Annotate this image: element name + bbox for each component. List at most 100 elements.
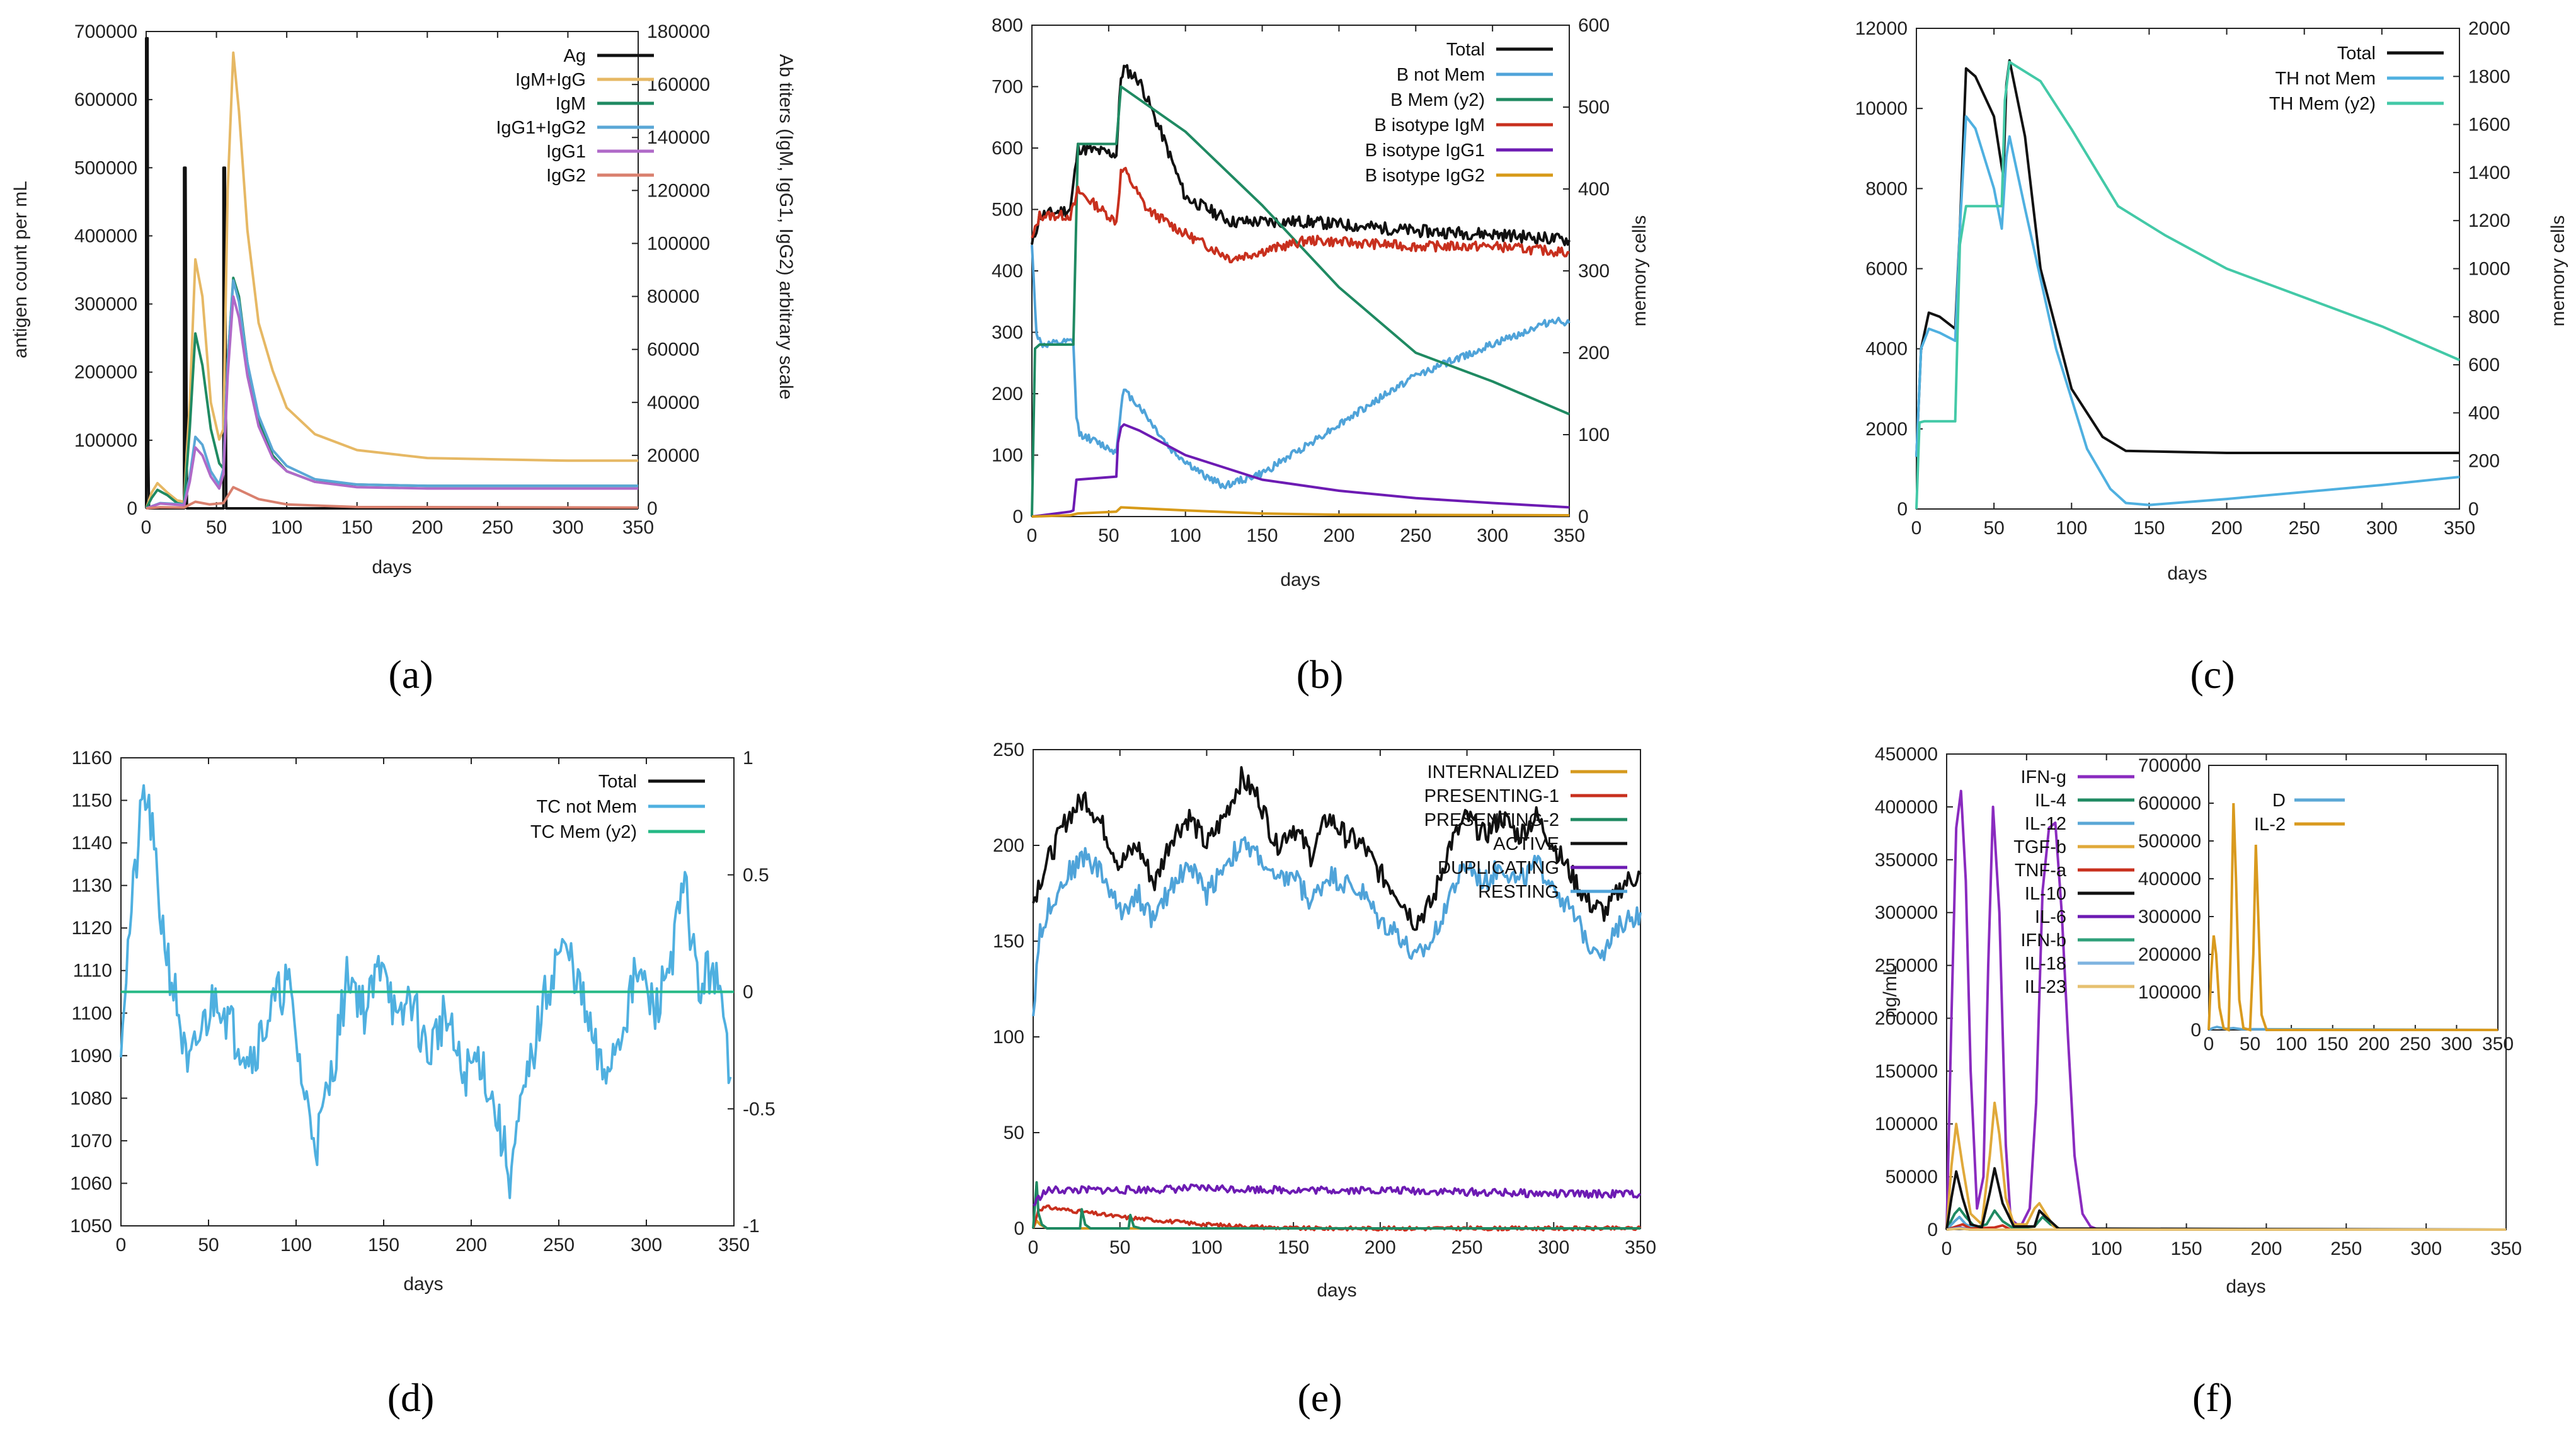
inset-x-tick-label: 200 bbox=[2358, 1034, 2390, 1055]
y-tick-label: 50 bbox=[1004, 1123, 1024, 1143]
y2-tick-label: 0 bbox=[647, 498, 658, 519]
inset-y-tick-label: 700000 bbox=[2138, 755, 2201, 776]
x-tick-label: 200 bbox=[2211, 518, 2243, 539]
y2-tick-label: 100 bbox=[1578, 425, 1610, 445]
series-line-b-isotype-igm bbox=[1031, 166, 1570, 263]
x-tick-label: 100 bbox=[271, 517, 302, 538]
axes: 0 50 100 150 200 250 300 350 1050 1060 1070 1080 109… bbox=[70, 748, 775, 1255]
legend: Total B not Mem B Mem (y2) B isotype IgM B i… bbox=[1365, 40, 1553, 186]
series-line-b-isotype-igg2 bbox=[1031, 506, 1570, 518]
y-tick-label: 1130 bbox=[71, 876, 112, 896]
series-line-duplicating bbox=[1033, 1183, 1642, 1207]
y-tick-label: 10000 bbox=[1855, 98, 1908, 119]
x-tick-label: 150 bbox=[1247, 525, 1278, 546]
series-line-igm-igg bbox=[145, 51, 638, 509]
legend-label: IL-4 bbox=[2035, 791, 2066, 811]
legend-label: RESTING bbox=[1478, 882, 1559, 902]
y-tick-label: 100 bbox=[993, 1027, 1024, 1048]
legend-label: IgG1+IgG2 bbox=[496, 118, 586, 138]
series-line-th-not-mem bbox=[1915, 115, 2460, 506]
legend-label: IL-6 bbox=[2035, 907, 2066, 927]
legend: Ag IgM+IgG IgM IgG1+IgG2 IgG1 IgG2 bbox=[496, 46, 654, 186]
y-tick-label: 500000 bbox=[74, 157, 137, 178]
x-tick-label: 250 bbox=[2330, 1238, 2362, 1259]
series-line-igg1 bbox=[146, 295, 638, 510]
legend-label: IFN-g bbox=[2021, 767, 2067, 787]
panel-caption: (c) bbox=[2190, 652, 2235, 697]
y-tick-label: 700000 bbox=[74, 21, 137, 42]
y-tick-label: 2000 bbox=[1865, 419, 1908, 440]
legend-label: IgG1 bbox=[546, 142, 586, 162]
y-tick-label: 300 bbox=[992, 323, 1023, 343]
x-tick-label: 250 bbox=[1451, 1237, 1483, 1258]
x-tick-label: 50 bbox=[1098, 525, 1119, 546]
legend-label: Total bbox=[1446, 40, 1485, 60]
x-tick-label: 50 bbox=[1983, 518, 2004, 539]
x-tick-label: 0 bbox=[116, 1235, 127, 1255]
legend-label: PRESENTING-2 bbox=[1424, 810, 1559, 830]
y-tick-label: 700 bbox=[992, 77, 1023, 98]
y-tick-label: 250 bbox=[993, 740, 1024, 760]
series-layer bbox=[145, 37, 639, 510]
legend-label: TC Mem (y2) bbox=[530, 822, 637, 842]
legend-label: IgG2 bbox=[546, 166, 586, 186]
y-tick-label: 250000 bbox=[1875, 956, 1938, 976]
y-tick-label: 1120 bbox=[71, 918, 112, 939]
inset-x-tick-label: 150 bbox=[2317, 1034, 2349, 1055]
x-axis-label: days bbox=[403, 1274, 443, 1295]
inset-y-tick-label: 100000 bbox=[2138, 982, 2201, 1003]
y-tick-label: 0 bbox=[127, 498, 137, 519]
x-tick-label: 100 bbox=[1191, 1237, 1222, 1258]
legend-label: B not Mem bbox=[1397, 65, 1485, 85]
inset-x-tick-label: 350 bbox=[2482, 1034, 2514, 1055]
series-line-b-not-mem bbox=[1031, 244, 1571, 489]
y-tick-label: 1140 bbox=[71, 833, 112, 854]
series-line-presenting-2 bbox=[1032, 1181, 1640, 1230]
y-axis-label: antigen count per mL bbox=[10, 181, 31, 358]
y2-tick-label: 1400 bbox=[2468, 163, 2510, 183]
y-tick-label: 450000 bbox=[1875, 744, 1938, 765]
y-axis-label: ng/mL bbox=[1880, 965, 1901, 1017]
y-tick-label: 400 bbox=[992, 261, 1023, 282]
axes: 0 50 100 150 200 250 300 3500100000200000300000… bbox=[74, 21, 710, 538]
y-tick-label: 0 bbox=[1012, 506, 1023, 527]
axes: 0 50 100 150 200 250 300 350 0 50 100 150 200 250 bbox=[993, 740, 1656, 1258]
series-line-igg1-igg2 bbox=[146, 279, 638, 510]
y-tick-label: 400000 bbox=[74, 226, 137, 246]
legend-label: Total bbox=[2337, 43, 2376, 64]
x-tick-label: 350 bbox=[1554, 525, 1585, 546]
legend-label: B isotype IgG2 bbox=[1365, 166, 1485, 186]
x-tick-label: 300 bbox=[1538, 1237, 1569, 1258]
inset-y-tick-label: 400000 bbox=[2138, 869, 2201, 889]
x-tick-label: 200 bbox=[1323, 525, 1354, 546]
y-tick-label: 1090 bbox=[70, 1046, 112, 1066]
y2-tick-label: 140000 bbox=[647, 127, 710, 148]
y2-tick-label: 120000 bbox=[647, 180, 710, 201]
y-tick-label: 100000 bbox=[74, 430, 137, 451]
series-layer bbox=[1031, 64, 1571, 518]
legend-label: Total bbox=[598, 772, 637, 792]
y-tick-label: 800 bbox=[992, 15, 1023, 36]
x-tick-label: 350 bbox=[622, 517, 654, 538]
legend: INTERNALIZED PRESENTING-1 PRESENTING-2 ACTI… bbox=[1424, 762, 1627, 902]
legend-label: B isotype IgM bbox=[1374, 115, 1485, 135]
y2-tick-label: 400 bbox=[2468, 403, 2500, 423]
legend-label: PRESENTING-1 bbox=[1424, 786, 1559, 806]
y-tick-label: 1060 bbox=[70, 1173, 112, 1194]
series-line-tgf-b bbox=[1945, 1101, 2506, 1231]
panel-d: 0 50 100 150 200 250 300 350 1050 1060 1070 1080 109… bbox=[70, 748, 775, 1420]
x-tick-label: 300 bbox=[1477, 525, 1508, 546]
y2-tick-label: 100000 bbox=[647, 233, 710, 254]
y2-tick-label: 600 bbox=[1578, 15, 1610, 36]
series-line-resting bbox=[1032, 836, 1642, 1017]
y-tick-label: 300000 bbox=[74, 294, 137, 315]
legend-label: TGF-b bbox=[2013, 837, 2066, 857]
x-tick-label: 150 bbox=[1278, 1237, 1309, 1258]
series-line-b-isotype-igg1 bbox=[1031, 423, 1570, 518]
x-tick-label: 100 bbox=[2056, 518, 2087, 539]
y2-tick-label: 1200 bbox=[2468, 210, 2510, 231]
panel-caption: (b) bbox=[1297, 652, 1344, 697]
y-tick-label: 150000 bbox=[1875, 1061, 1938, 1082]
x-tick-label: 250 bbox=[482, 517, 513, 538]
